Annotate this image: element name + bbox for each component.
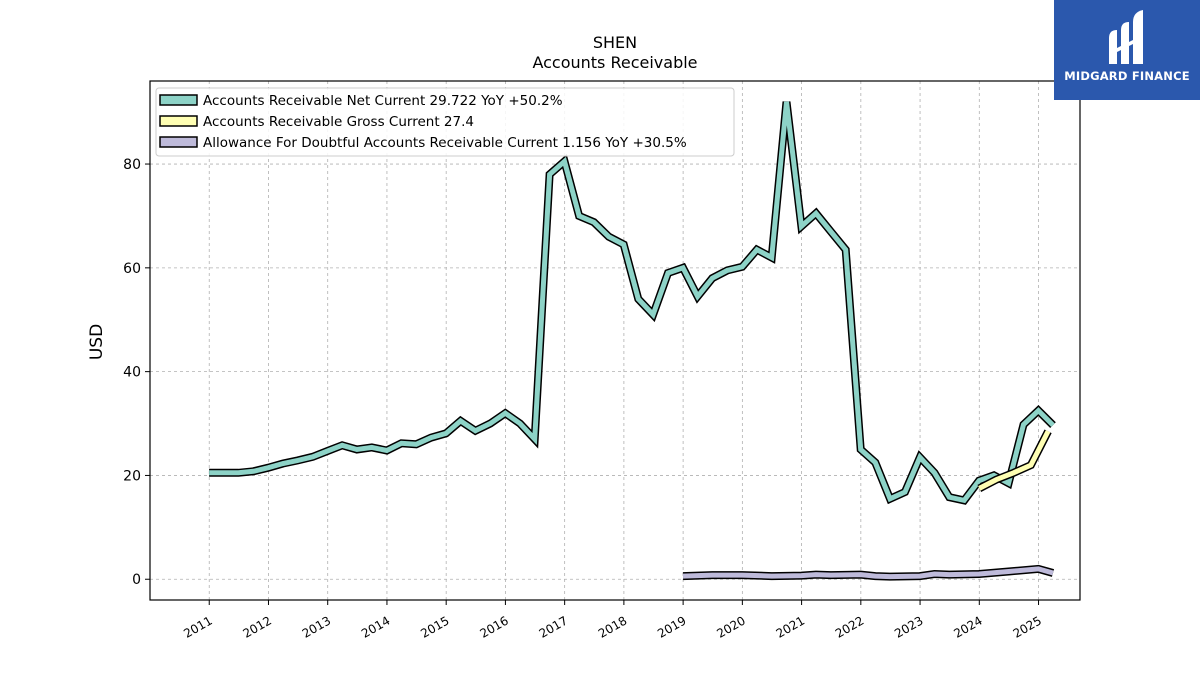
- x-tick-label: 2021: [774, 613, 807, 640]
- series-outline-0: [209, 101, 1056, 505]
- legend: Accounts Receivable Net Current 29.722 Y…: [155, 87, 735, 157]
- legend-swatch-2: [159, 136, 198, 148]
- x-tick-label: 2020: [714, 613, 747, 640]
- x-tick-label: 2018: [596, 613, 629, 640]
- x-tick-label: 2019: [655, 613, 688, 640]
- y-tick-label: 60: [123, 261, 141, 277]
- x-tick-label: 2015: [418, 613, 451, 640]
- x-tick-label: 2011: [181, 613, 214, 640]
- series-line-1: [978, 430, 1051, 491]
- x-tick-label: 2022: [833, 613, 866, 640]
- y-tick-label: 80: [123, 157, 141, 173]
- legend-swatch-0: [159, 94, 198, 106]
- x-tick-label: 2023: [892, 613, 925, 640]
- x-tick-label: 2025: [1011, 613, 1044, 640]
- x-axis: 2011 2012 2013 2014 2015 2016 2017 2018 2019 2020…: [181, 600, 1044, 641]
- y-tick-label: 40: [123, 365, 141, 381]
- y-tick-label: 0: [132, 572, 141, 588]
- chart-title: SHEN: [593, 33, 637, 52]
- x-tick-label: 2014: [359, 613, 392, 640]
- x-tick-label: 2017: [537, 613, 570, 640]
- x-tick-label: 2012: [241, 613, 274, 640]
- legend-label-0: Accounts Receivable Net Current 29.722 Y…: [203, 93, 563, 109]
- x-tick-label: 2024: [951, 613, 984, 640]
- logo-mark-icon: [1109, 10, 1143, 64]
- chart-subtitle: Accounts Receivable: [532, 53, 697, 72]
- y-axis-label: USD: [87, 324, 107, 360]
- series-line-0: [209, 101, 1055, 504]
- legend-swatch-1: [159, 115, 198, 127]
- y-tick-label: 20: [123, 468, 141, 484]
- legend-box: [155, 87, 735, 157]
- series-layer: [209, 101, 1056, 581]
- y-axis: 0 20 40 60 80: [123, 157, 150, 588]
- legend-label-1: Accounts Receivable Gross Current 27.4: [203, 114, 474, 130]
- logo-text: MIDGARD FINANCE: [1064, 69, 1190, 83]
- midgard-finance-logo: MIDGARD FINANCE: [1054, 0, 1200, 100]
- x-tick-label: 2016: [477, 613, 510, 640]
- grid: [150, 81, 1080, 600]
- legend-label-2: Allowance For Doubtful Accounts Receivab…: [203, 135, 687, 151]
- x-tick-label: 2013: [300, 613, 333, 640]
- series-line-2: [682, 566, 1054, 580]
- plot-frame: [149, 80, 1081, 601]
